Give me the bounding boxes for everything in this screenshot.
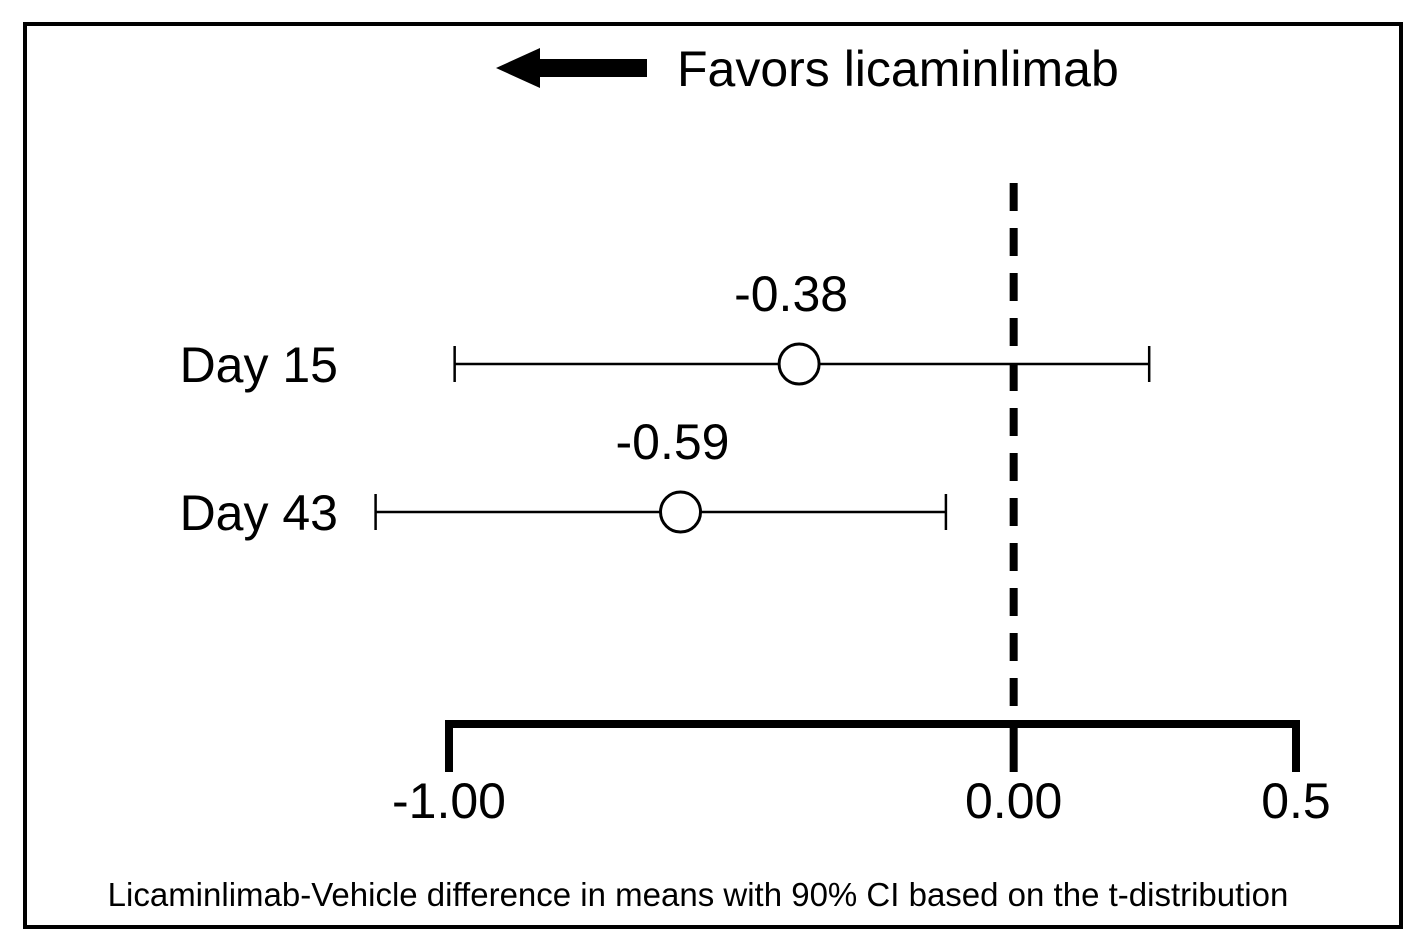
estimate-label: -0.38 (734, 266, 848, 322)
favors-annotation: Favors licaminlimab (677, 41, 1119, 97)
estimate-label: -0.59 (616, 414, 730, 470)
x-tick-label: 0.5 (1261, 773, 1331, 829)
forest-rows: Day 15 -0.38 Day 43 -0.59 (180, 266, 1151, 541)
x-tick-label: 0.00 (965, 773, 1062, 829)
estimate-point (659, 490, 703, 534)
row-label: Day 15 (180, 337, 338, 393)
row-label: Day 43 (180, 485, 338, 541)
favors-arrow-icon (496, 48, 647, 88)
estimate-point (777, 342, 821, 386)
forest-row: Day 15 -0.38 (180, 266, 1151, 393)
forest-row: Day 43 -0.59 (180, 414, 948, 541)
x-axis-ticks: -1.00 0.00 0.5 (392, 720, 1331, 829)
plot-frame (23, 22, 1403, 929)
x-axis-label: Licaminlimab-Vehicle difference in means… (108, 876, 1289, 913)
x-tick-label: -1.00 (392, 773, 506, 829)
